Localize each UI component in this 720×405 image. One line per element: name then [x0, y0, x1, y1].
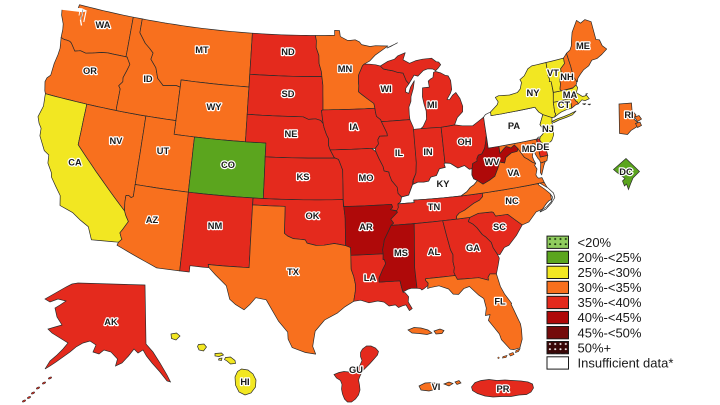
svg-text:CT: CT	[558, 100, 571, 110]
svg-text:ME: ME	[576, 41, 590, 51]
svg-text:MS: MS	[394, 248, 408, 258]
svg-text:GU: GU	[349, 365, 363, 375]
svg-text:CA: CA	[68, 158, 82, 168]
svg-text:25%-<30%: 25%-<30%	[578, 265, 642, 280]
svg-text:MN: MN	[338, 64, 353, 74]
svg-text:KS: KS	[297, 172, 310, 182]
svg-text:WI: WI	[380, 84, 391, 94]
svg-text:45%-<50%: 45%-<50%	[578, 325, 642, 340]
svg-text:WA: WA	[96, 20, 111, 30]
svg-text:ND: ND	[281, 47, 295, 57]
svg-text:ID: ID	[143, 74, 153, 84]
svg-text:MT: MT	[195, 45, 209, 55]
svg-text:MI: MI	[427, 100, 437, 110]
svg-text:VA: VA	[507, 168, 520, 178]
svg-text:35%-<40%: 35%-<40%	[578, 295, 642, 310]
svg-text:20%-<25%: 20%-<25%	[578, 250, 642, 265]
svg-text:MO: MO	[359, 173, 374, 183]
svg-text:NC: NC	[505, 196, 519, 206]
svg-text:OK: OK	[306, 211, 320, 221]
svg-text:30%-<35%: 30%-<35%	[578, 280, 642, 295]
svg-text:GA: GA	[466, 243, 480, 253]
svg-text:AK: AK	[104, 317, 118, 327]
svg-text:Insufficient data*: Insufficient data*	[578, 356, 674, 371]
svg-text:FL: FL	[494, 297, 506, 307]
svg-text:SD: SD	[282, 89, 295, 99]
svg-text:CO: CO	[221, 160, 235, 170]
svg-text:NH: NH	[560, 72, 574, 82]
svg-text:SC: SC	[493, 222, 506, 232]
svg-text:KY: KY	[437, 179, 451, 189]
svg-text:DE: DE	[537, 142, 550, 152]
svg-text:MD: MD	[522, 144, 537, 154]
svg-text:NE: NE	[285, 129, 298, 139]
svg-text:AL: AL	[428, 247, 441, 257]
svg-text:WY: WY	[207, 102, 223, 112]
svg-text:RI: RI	[624, 110, 633, 120]
svg-text:40%-<45%: 40%-<45%	[578, 310, 642, 325]
svg-text:TX: TX	[287, 267, 300, 277]
svg-text:HI: HI	[240, 377, 249, 387]
svg-text:DC: DC	[619, 167, 633, 177]
svg-text:NY: NY	[527, 88, 541, 98]
svg-text:NV: NV	[110, 136, 124, 146]
svg-text:PA: PA	[508, 121, 521, 131]
svg-text:TN: TN	[428, 202, 441, 212]
svg-text:IN: IN	[423, 147, 433, 157]
svg-text:LA: LA	[364, 273, 377, 283]
svg-text:IL: IL	[395, 148, 404, 158]
svg-text:OR: OR	[83, 66, 97, 76]
svg-text:WV: WV	[485, 157, 501, 167]
svg-text:VI: VI	[432, 382, 441, 392]
svg-text:<20%: <20%	[578, 235, 612, 250]
svg-text:VT: VT	[547, 68, 559, 78]
svg-text:OH: OH	[458, 137, 472, 147]
svg-text:50%+: 50%+	[578, 340, 612, 355]
svg-text:UT: UT	[157, 146, 170, 156]
svg-text:IA: IA	[349, 122, 359, 132]
svg-text:NM: NM	[208, 221, 223, 231]
svg-text:AZ: AZ	[146, 215, 159, 225]
svg-text:MA: MA	[563, 90, 578, 100]
svg-text:NJ: NJ	[542, 124, 554, 134]
svg-text:PR: PR	[497, 384, 510, 394]
svg-text:AR: AR	[359, 222, 373, 232]
